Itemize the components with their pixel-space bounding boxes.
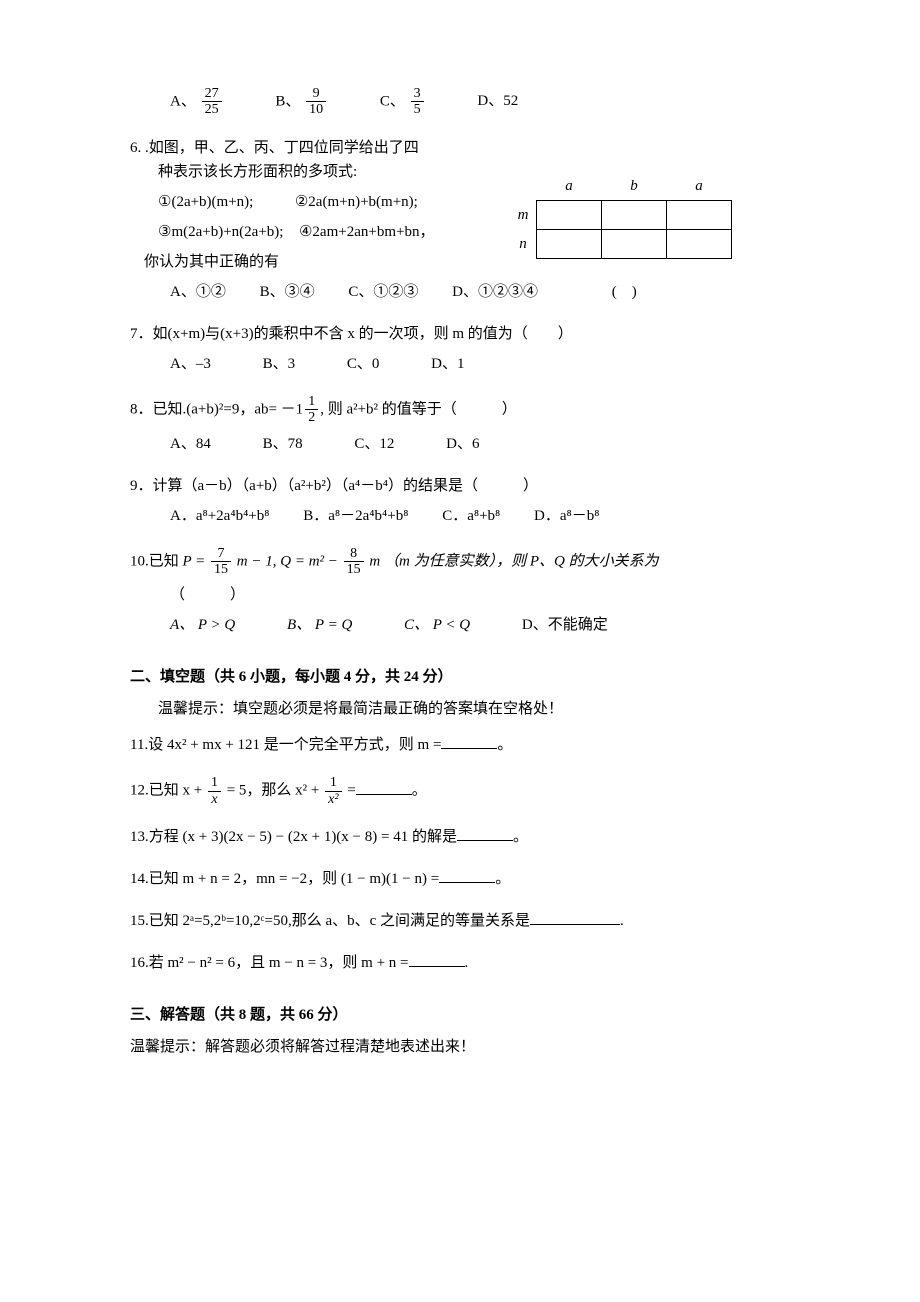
q8-opt-a: A、84 <box>170 432 211 456</box>
q10-paren-line: （ ） <box>130 583 790 607</box>
q6-exp-line1: ①(2a+b)(m+n); ②2a(m+n)+b(m+n); <box>130 190 490 214</box>
q10-opt-a: A、 P > Q <box>170 613 235 637</box>
q6-stem-line2: 种表示该长方形面积的多项式: <box>130 160 490 184</box>
q7-opt-b: B、3 <box>263 352 296 376</box>
q6-stem-line1: 6. .如图，甲、乙、丙、丁四位同学给出了四 <box>130 136 490 160</box>
section3-hint: 温馨提示：解答题必须将解答过程清楚地表述出来！ <box>130 1035 790 1059</box>
q11: 11.设 4x² + mx + 121 是一个完全平方式，则 m =。 <box>130 733 790 757</box>
section2-head: 二、填空题（共 6 小题，每小题 4 分，共 24 分） <box>130 665 790 689</box>
q5-opt-a: A、 2725 <box>170 86 224 118</box>
q7-opt-c: C、0 <box>347 352 380 376</box>
q12-blank <box>356 779 412 795</box>
diagram-row-n: n <box>510 230 537 259</box>
q14-blank <box>439 867 495 883</box>
q5-opt-d: D、52 <box>477 89 518 113</box>
q15-blank <box>530 909 620 925</box>
q8-stem: 8．已知.(a+b)²=9，ab= －112, 则 a²+b² 的值等于（ ） <box>130 394 790 426</box>
q7-stem: 7．如(x+m)与(x+3)的乘积中不含 x 的一次项，则 m 的值为（ ） <box>130 322 790 346</box>
q7: 7．如(x+m)与(x+3)的乘积中不含 x 的一次项，则 m 的值为（ ） A… <box>130 322 790 376</box>
q9: 9．计算（a－b）（a+b）（a²+b²）（a⁴－b⁴）的结果是（ ） A．a⁸… <box>130 474 790 528</box>
q13-blank <box>457 825 513 841</box>
section2-hint: 温馨提示：填空题必须是将最简洁最正确的答案填在空格处！ <box>130 697 790 721</box>
q10: 10.已知 P = 715 m − 1, Q = m² − 815 m （m 为… <box>130 546 790 638</box>
q9-opt-a: A．a⁸+2a⁴b⁴+b⁸ <box>170 504 270 528</box>
q10-opt-b: B、 P = Q <box>287 613 352 637</box>
q9-opt-c: C．a⁸+b⁸ <box>442 504 500 528</box>
q16-blank <box>409 951 465 967</box>
q6-exp-line2: ③m(2a+b)+n(2a+b); ④2am+2an+bm+bn， <box>130 220 490 244</box>
q8: 8．已知.(a+b)²=9，ab= －112, 则 a²+b² 的值等于（ ） … <box>130 394 790 456</box>
q6-paren: ( ) <box>612 284 637 300</box>
diagram-col-a1: a <box>537 172 602 201</box>
q6-opt-a: A、①② <box>170 280 226 304</box>
q6-opt-d: D、①②③④ <box>452 280 538 304</box>
q9-stem: 9．计算（a－b）（a+b）（a²+b²）（a⁴－b⁴）的结果是（ ） <box>130 474 790 498</box>
q8-opt-d: D、6 <box>446 432 479 456</box>
q8-opt-c: C、12 <box>354 432 394 456</box>
q5-opt-b: B、 910 <box>275 86 328 118</box>
q11-blank <box>441 733 497 749</box>
q12: 12.已知 x + 1x = 5，那么 x² + 1x² =。 <box>130 775 790 807</box>
q6-stem-line3: 你认为其中正确的有 <box>130 250 490 274</box>
q7-opt-d: D、1 <box>431 352 464 376</box>
diagram-col-b: b <box>602 172 667 201</box>
q13: 13.方程 (x + 3)(2x − 5) − (2x + 1)(x − 8) … <box>130 825 790 849</box>
diagram-row-m: m <box>510 201 537 230</box>
q6-opt-b: B、③④ <box>260 280 315 304</box>
q10-opt-d: D、不能确定 <box>522 613 608 637</box>
section3-head: 三、解答题（共 8 题，共 66 分） <box>130 1003 790 1027</box>
q16: 16.若 m² − n² = 6，且 m − n = 3，则 m + n =. <box>130 951 790 975</box>
q5-options: A、 2725 B、 910 C、 35 D、52 <box>130 86 790 118</box>
q8-opt-b: B、78 <box>263 432 303 456</box>
diagram-col-a2: a <box>667 172 732 201</box>
q9-opt-b: B．a⁸－2a⁴b⁴+b⁸ <box>303 504 408 528</box>
q6-opt-c: C、①②③ <box>348 280 418 304</box>
q10-opt-c: C、 P < Q <box>404 613 470 637</box>
q14: 14.已知 m + n = 2，mn = −2，则 (1 − m)(1 − n)… <box>130 867 790 891</box>
q10-stem: 10.已知 P = 715 m − 1, Q = m² − 815 m （m 为… <box>130 546 790 578</box>
q15: 15.已知 2ᵃ=5,2ᵇ=10,2ᶜ=50,那么 a、b、c 之间满足的等量关… <box>130 909 790 933</box>
q6-diagram: a b a m n <box>510 172 732 259</box>
q5-opt-c: C、 35 <box>380 86 426 118</box>
q7-opt-a: A、–3 <box>170 352 211 376</box>
q6-options: A、①② B、③④ C、①②③ D、①②③④ ( ) <box>130 280 790 304</box>
q9-opt-d: D．a⁸－b⁸ <box>534 504 599 528</box>
